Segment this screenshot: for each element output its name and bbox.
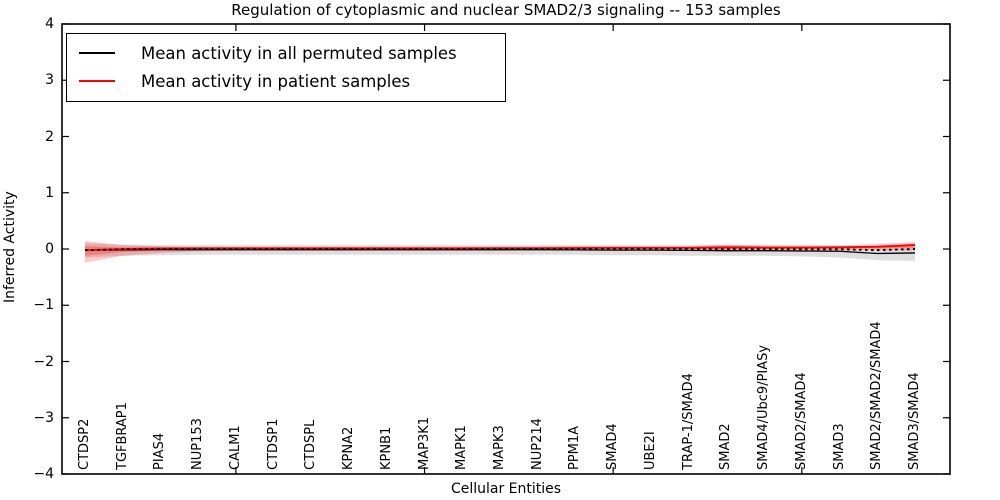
x-category-label: SMAD4: [605, 423, 621, 470]
x-category-label: NUP153: [190, 418, 206, 470]
y-tick-label: 1: [45, 184, 54, 201]
x-category-label: PIAS4: [152, 432, 168, 470]
x-category-label: CTDSP2: [77, 418, 92, 470]
y-tick-label: −3: [33, 409, 54, 426]
dotted-marker-line: [84, 247, 916, 252]
x-category-label: PPM1A: [567, 425, 583, 470]
y-tick-label: −1: [33, 297, 54, 314]
x-category-label: NUP214: [529, 418, 545, 470]
y-tick-label: −2: [33, 353, 54, 370]
x-category-label: MAPK3: [492, 425, 507, 470]
x-category-label: SMAD2: [718, 423, 734, 470]
x-category-label: CALM1: [227, 425, 243, 470]
x-category-label: CTDSPL: [303, 419, 319, 470]
black-line-swatch: [79, 52, 115, 54]
legend: Mean activity in all permuted samples Me…: [66, 33, 506, 102]
legend-item-permuted: Mean activity in all permuted samples: [67, 39, 505, 67]
patient-std-band-outer: [85, 241, 915, 263]
x-category-label: CTDSP1: [265, 418, 281, 470]
x-category-label: MAP3K1: [416, 416, 432, 470]
x-category-label: SMAD2/SMAD4: [793, 372, 809, 470]
x-category-label: TRAP-1/SMAD4: [680, 373, 696, 470]
legend-item-patient: Mean activity in patient samples: [67, 67, 505, 95]
x-category-label: SMAD2/SMAD2/SMAD4: [869, 321, 885, 470]
y-tick-label: 3: [45, 72, 54, 89]
x-category-label: MAPK1: [454, 425, 470, 470]
x-category-label: UBE2I: [642, 431, 658, 470]
y-tick-label: 4: [45, 16, 54, 32]
x-category-label: SMAD3: [831, 423, 847, 470]
y-tick-label: −4: [33, 466, 54, 482]
x-axis-label: Cellular Entities: [450, 481, 562, 497]
x-category-label: SMAD4/Ubc9/PIASy: [756, 344, 772, 470]
legend-item-label: Mean activity in all permuted samples: [141, 43, 457, 63]
x-category-label: KPNA2: [341, 426, 357, 470]
red-line-swatch: [79, 80, 115, 82]
x-category-label: KPNB1: [378, 426, 394, 470]
y-tick-label: 2: [45, 128, 54, 145]
x-category-label: TGFBRAP1: [114, 402, 130, 470]
legend-item-label: Mean activity in patient samples: [141, 71, 411, 91]
chart-title: Regulation of cytoplasmic and nuclear SM…: [231, 1, 781, 19]
x-category-label: SMAD3/SMAD4: [907, 372, 922, 470]
y-tick-label: 0: [45, 241, 54, 257]
